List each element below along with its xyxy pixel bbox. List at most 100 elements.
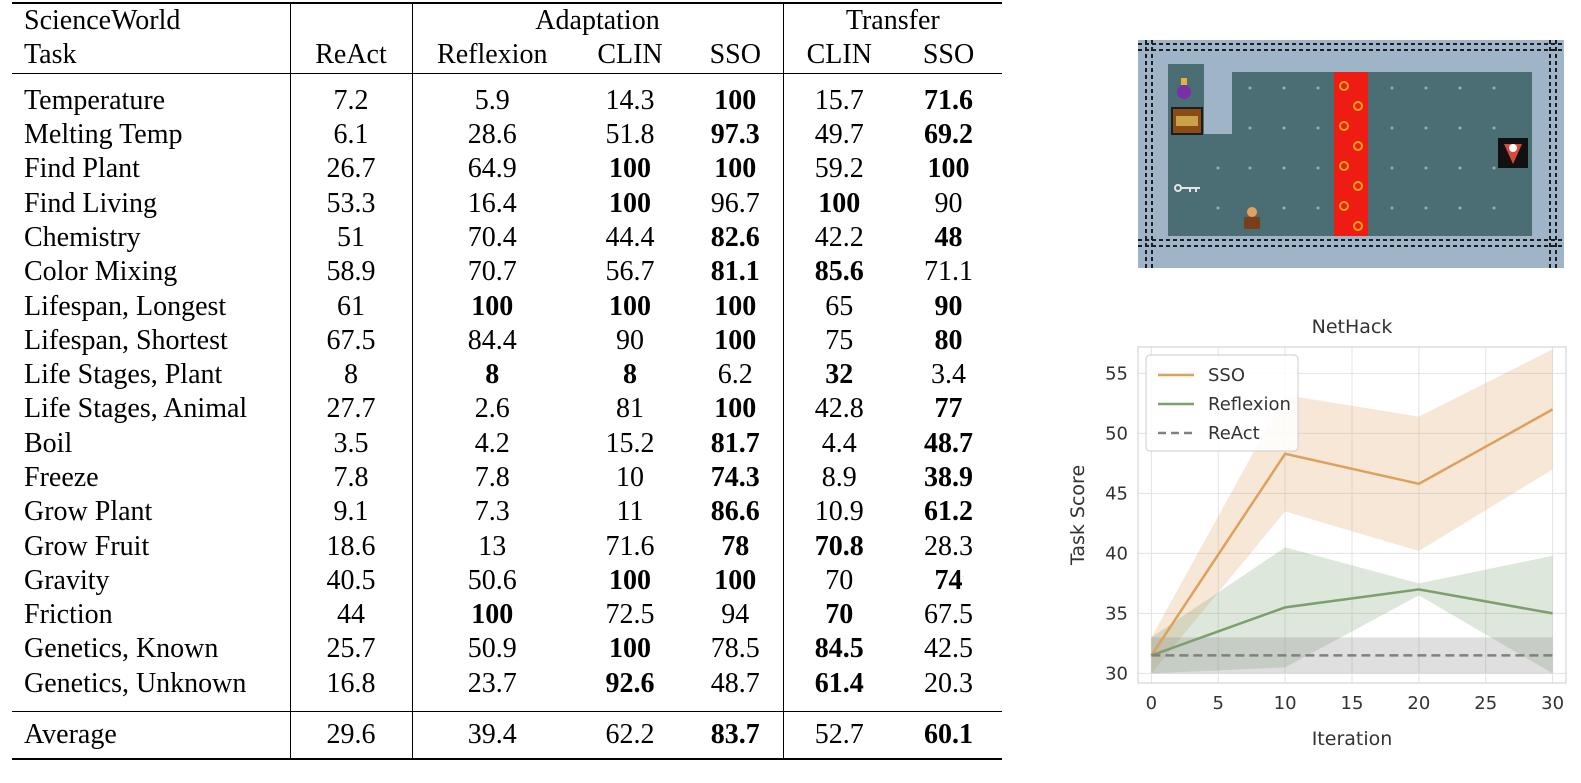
results-table: ScienceWorld Adaptation Transfer Task Re… [12, 1, 1003, 760]
legend-label-sso: SSO [1208, 365, 1245, 386]
react-score: 51 [289, 220, 412, 256]
clin-transfer-score: 61.4 [782, 666, 896, 701]
react-score: 7.2 [289, 83, 412, 118]
reflexion-score: 50.6 [411, 563, 572, 599]
clin-adaptation-score: 8 [623, 359, 637, 391]
spacer-cell [411, 73, 572, 84]
spacer-cell [895, 701, 1002, 712]
react-score: 7.8 [289, 460, 412, 496]
table-row: Boil 3.5 4.2 15.2 81.7 4.4 48.7 [12, 426, 1002, 461]
reflexion-score: 23.7 [411, 666, 572, 701]
clin-transfer-score: 10.9 [782, 495, 896, 530]
sso-transfer-score: 38.9 [924, 462, 974, 493]
sso-transfer-score: 48 [934, 221, 963, 253]
clin-transfer-score: 4.4 [782, 426, 896, 461]
sso-adaptation-score: 97.3 [710, 119, 760, 151]
task-name: Friction [24, 599, 113, 631]
table-row: Grow Fruit 18.6 13 71.6 78 70.8 28.3 [12, 529, 1002, 564]
react-score: 25.7 [289, 632, 412, 667]
sso-adaptation-score: 100 [714, 324, 757, 356]
y-tick-label: 55 [1105, 363, 1128, 384]
series-line-reflexion [1150, 588, 1553, 657]
sso-transfer-score: 90 [934, 290, 963, 322]
react-score: 18.6 [289, 529, 412, 564]
clin-transfer-score: 59.2 [782, 152, 896, 187]
task-name: Life Stages, Plant [24, 359, 223, 391]
clin-transfer-score: 15.7 [782, 83, 896, 118]
reflexion-score: 16.4 [411, 186, 572, 221]
task-name: Color Mixing [24, 256, 178, 288]
table-row: Life Stages, Animal 27.7 2.6 81 100 42.8 77 [12, 392, 1002, 427]
reflexion-score: 100 [411, 289, 572, 324]
lava-bubbles [1339, 81, 1363, 231]
header-clin-transfer: CLIN [782, 38, 896, 74]
task-name: Find Plant [24, 153, 140, 185]
task-name: Freeze [24, 462, 99, 493]
clin-adaptation-score: 81 [616, 393, 644, 425]
sso-transfer-score: 42.5 [924, 633, 974, 665]
player-character-icon [1244, 207, 1260, 229]
header-empty-react [289, 1, 412, 39]
sso-transfer-score: 77 [934, 393, 963, 425]
clin-adaptation-score: 71.6 [605, 530, 655, 562]
header-sso-adaptation: SSO [688, 38, 784, 74]
clin-adaptation-score: 72.5 [605, 599, 655, 631]
table-row: Friction 44 100 72.5 94 70 67.5 [12, 598, 1002, 633]
reflexion-score: 8 [411, 357, 572, 393]
react-score: 61 [289, 289, 412, 324]
sso-adaptation-score: 78 [721, 530, 750, 562]
spacer-cell [289, 700, 412, 712]
header-clin-adaptation: CLIN [572, 38, 688, 74]
monster-icon [1498, 138, 1528, 168]
sso-transfer-score: 48.7 [924, 427, 974, 459]
sso-adaptation-score: 81.1 [710, 256, 760, 288]
react-score: 8 [289, 357, 412, 393]
react-score: 3.5 [289, 426, 412, 461]
clin-transfer-score: 65 [782, 289, 896, 324]
plot-frame [1137, 346, 1567, 684]
clin-adaptation-score: 56.7 [605, 256, 655, 288]
clin-transfer-score: 84.5 [782, 632, 896, 667]
sso-transfer-score: 67.5 [924, 599, 974, 631]
table-body: Temperature 7.2 5.9 14.3 100 15.7 71.6 Melting … [12, 73, 1003, 760]
header-react: ReAct [289, 38, 412, 74]
header-task: Task [12, 38, 290, 74]
wall-chain-pattern [1138, 40, 1564, 268]
table-row: Genetics, Known 25.7 50.9 100 78.5 84.5 42.5 [12, 632, 1002, 667]
x-tick-label: 20 [1407, 693, 1430, 714]
clin-adaptation-score: 10 [616, 462, 644, 493]
sso-transfer-score: 20.3 [924, 667, 974, 699]
sso-transfer-score: 90 [934, 187, 963, 219]
spacer-cell [12, 701, 290, 712]
reflexion-score: 84.4 [411, 323, 572, 358]
nethack-line-chart: 0 5 10 15 20 25 30 30 35 40 45 50 55 NetHack Iteration… [1067, 316, 1567, 750]
task-name: Grow Fruit [24, 530, 150, 562]
sso-adaptation-score: 100 [714, 290, 757, 322]
clin-transfer-score: 100 [782, 186, 896, 221]
clin-transfer-score: 70 [782, 563, 896, 599]
sso-transfer-score: 71.6 [924, 84, 974, 116]
spacer-cell [12, 73, 290, 84]
spacer-cell [411, 700, 572, 712]
clin-adaptation-score: 100 [609, 187, 651, 219]
x-tick-label: 30 [1541, 693, 1564, 714]
y-tick-label: 35 [1105, 603, 1128, 624]
react-score: 26.7 [289, 152, 412, 187]
clin-transfer-score: 49.7 [782, 117, 896, 153]
react-score: 6.1 [289, 117, 412, 153]
clin-transfer-score: 75 [782, 323, 896, 358]
task-name: Melting Temp [24, 119, 183, 151]
task-name: Boil [24, 427, 73, 459]
x-tick-label: 25 [1474, 693, 1497, 714]
clin-adaptation-score: 90 [616, 324, 644, 356]
reflexion-score: 5.9 [411, 83, 572, 118]
x-axis-label: Iteration [1312, 728, 1393, 750]
reflexion-score: 7.3 [411, 495, 572, 530]
sso-adaptation-score: 94 [721, 599, 750, 631]
table-row: Find Plant 26.7 64.9 100 100 59.2 100 [12, 152, 1002, 187]
header-adaptation: Adaptation [411, 1, 784, 39]
table-row: Gravity 40.5 50.6 100 100 70 74 [12, 563, 1002, 599]
header-transfer: Transfer [782, 1, 1003, 39]
x-tick-label: 10 [1274, 693, 1297, 714]
clin-adaptation-score: 51.8 [605, 119, 655, 151]
